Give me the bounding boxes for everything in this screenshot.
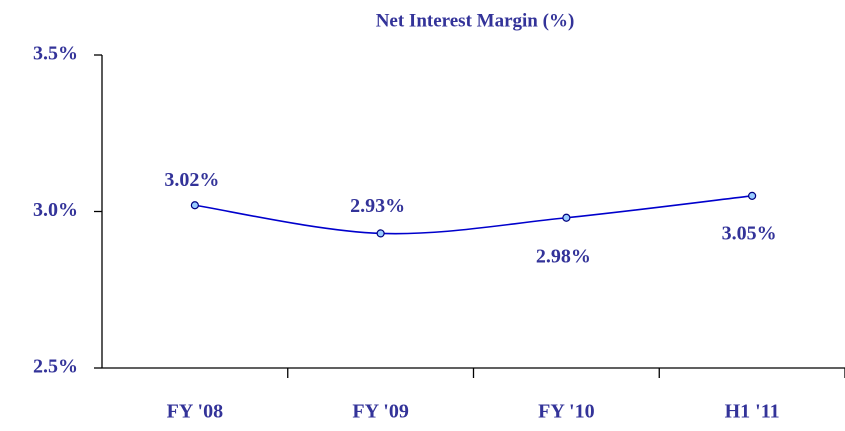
y-tick-label: 3.0% [33, 199, 78, 221]
point [748, 191, 757, 200]
line [194, 195, 753, 235]
x-tick-label: FY '10 [538, 401, 594, 423]
point [562, 213, 571, 222]
data-label: 3.05% [722, 222, 777, 244]
data-label: 2.98% [536, 245, 591, 267]
x-tick-label: H1 '11 [725, 401, 780, 423]
point [376, 229, 385, 238]
x-tick-label: FY '09 [352, 401, 408, 423]
y-tick-label: 3.5% [33, 43, 78, 65]
data-label: 2.93% [350, 195, 405, 217]
point [190, 201, 199, 210]
data-label: 3.02% [164, 169, 219, 191]
chart-title: Net Interest Margin (%) [376, 10, 575, 31]
x-tick-label: FY '08 [167, 401, 223, 423]
y-tick-label: 2.5% [33, 356, 78, 378]
